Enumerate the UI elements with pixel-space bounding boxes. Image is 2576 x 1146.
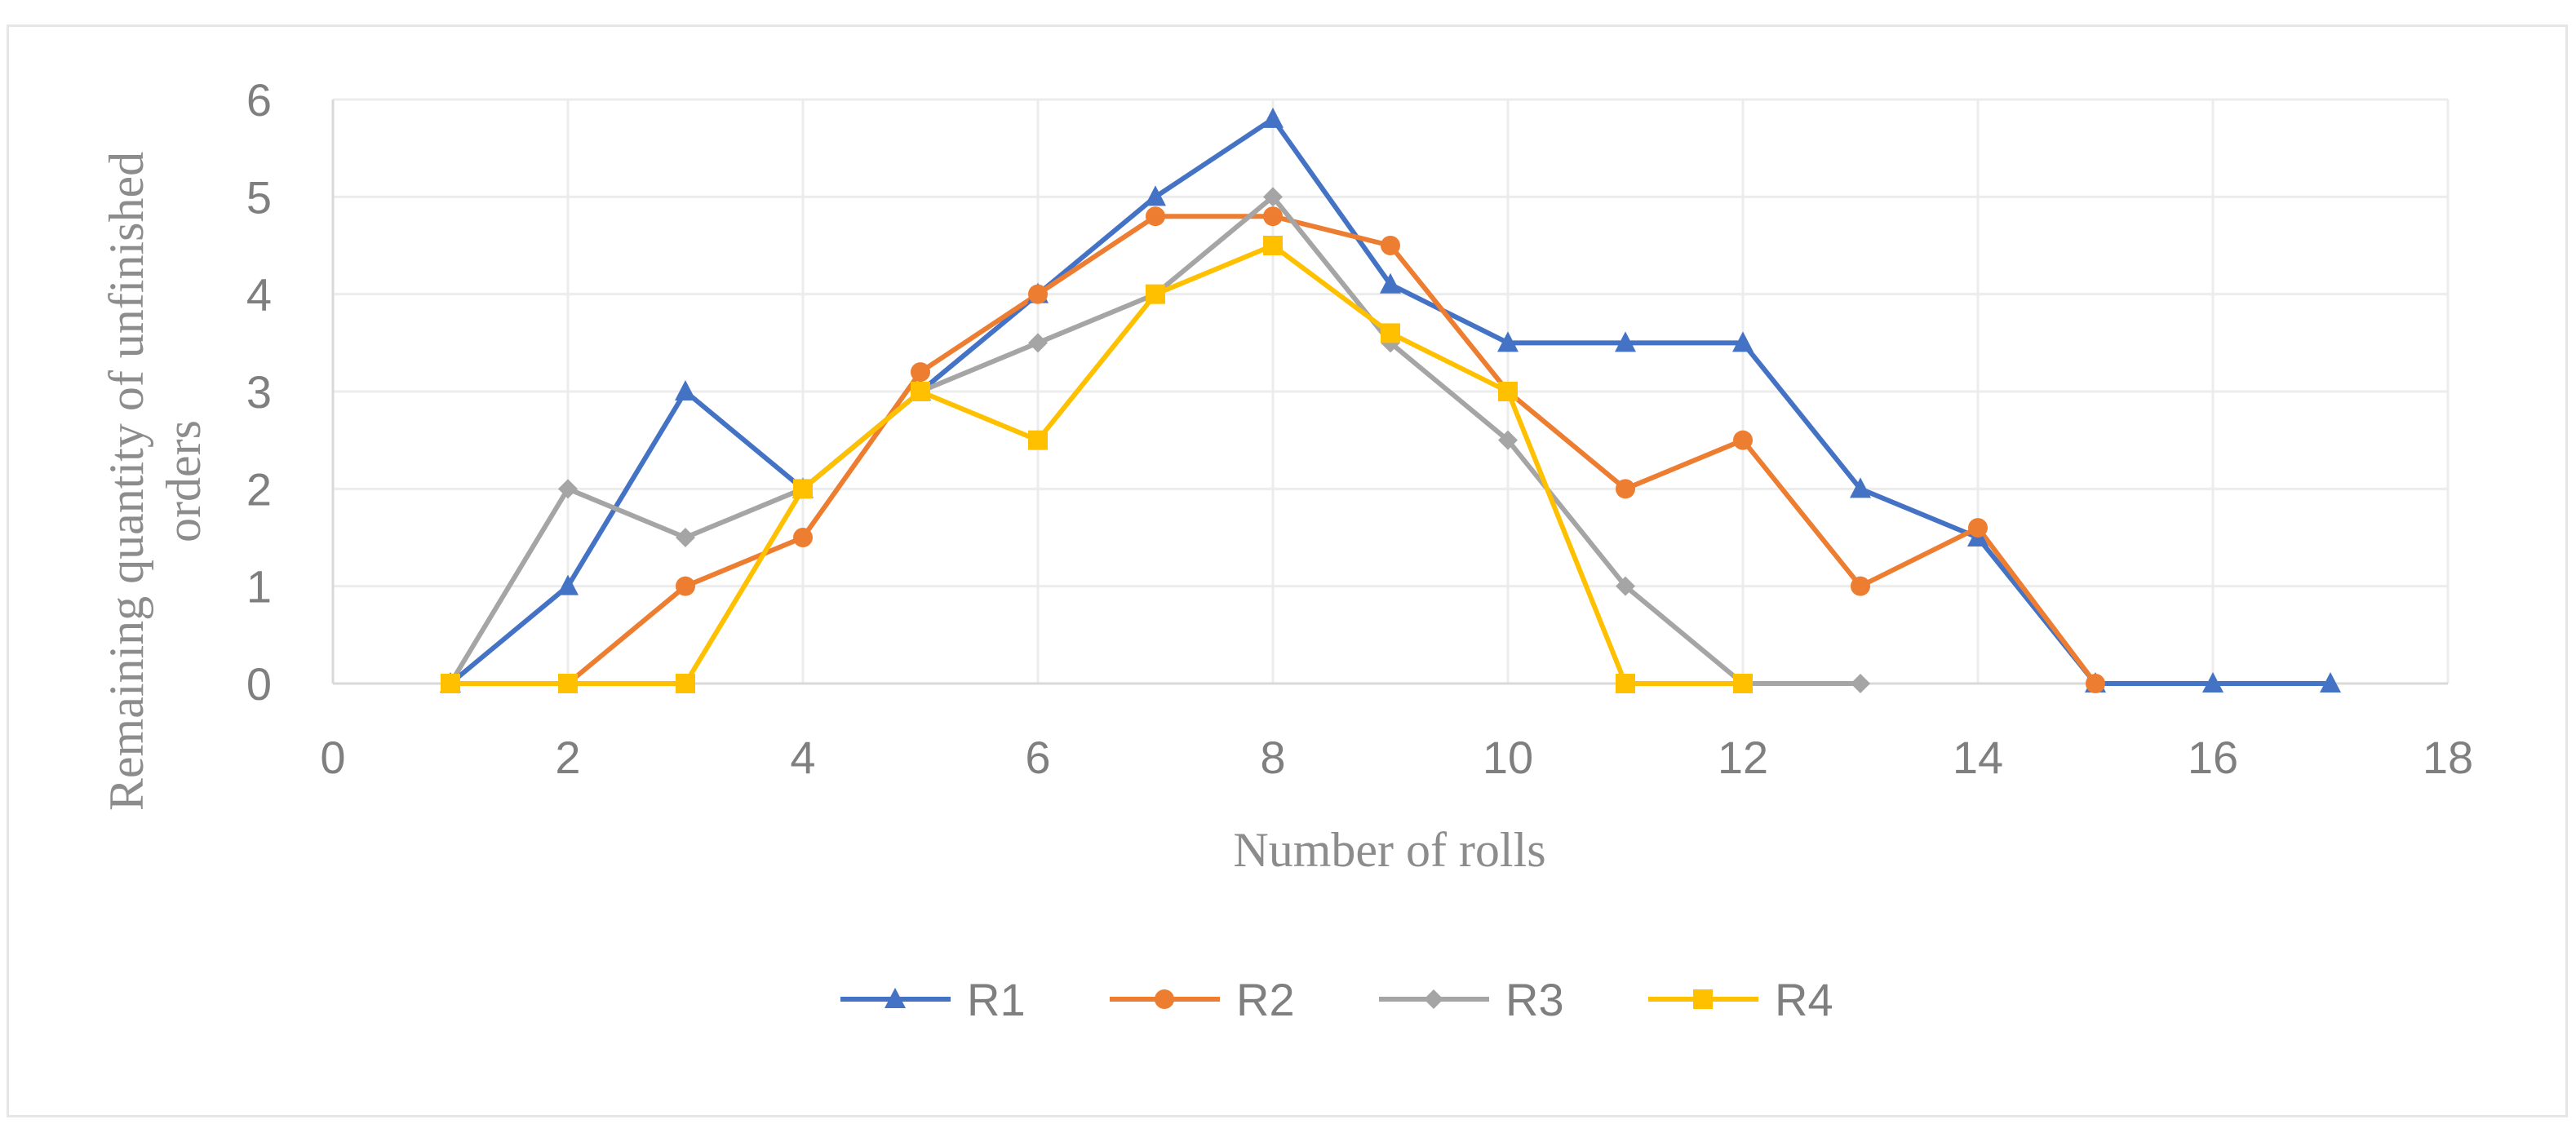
legend-marker-r4 bbox=[1693, 989, 1713, 1009]
data-point-r3 bbox=[676, 528, 695, 547]
data-point-r2 bbox=[1851, 576, 1870, 596]
data-point-r2 bbox=[1381, 236, 1400, 255]
data-point-r2 bbox=[1028, 284, 1048, 304]
x-tick-label: 8 bbox=[1260, 732, 1285, 783]
data-point-r4 bbox=[793, 479, 813, 499]
chart-frame bbox=[7, 24, 2568, 1117]
data-point-r4 bbox=[1146, 284, 1165, 304]
legend-marker-r2 bbox=[1155, 989, 1174, 1009]
data-point-r4 bbox=[676, 674, 695, 693]
y-tick-label: 6 bbox=[246, 74, 272, 126]
data-point-r1 bbox=[1380, 272, 1401, 294]
legend-label-r4: R4 bbox=[1775, 974, 1833, 1025]
data-point-r1 bbox=[2202, 672, 2224, 692]
y-axis-title-line-2: orders bbox=[157, 420, 211, 542]
data-point-r4 bbox=[1733, 674, 1753, 693]
series-lines bbox=[448, 116, 2330, 686]
data-point-r4 bbox=[441, 674, 460, 693]
data-point-r4 bbox=[911, 382, 930, 401]
x-tick-label: 6 bbox=[1025, 732, 1050, 783]
x-tick-label: 4 bbox=[790, 732, 815, 783]
legend-marker-r3 bbox=[1424, 989, 1443, 1009]
data-point-r3 bbox=[1498, 430, 1518, 450]
gridlines bbox=[333, 98, 2450, 684]
data-point-r1 bbox=[1497, 331, 1519, 352]
data-point-r2 bbox=[1146, 206, 1165, 227]
data-point-r4 bbox=[1028, 430, 1048, 450]
legend-label-r2: R2 bbox=[1236, 974, 1295, 1025]
data-point-r3 bbox=[558, 479, 578, 499]
legend-label-r1: R1 bbox=[967, 974, 1026, 1025]
data-point-r4 bbox=[1381, 323, 1400, 343]
data-point-r1 bbox=[557, 574, 579, 595]
y-tick-label: 5 bbox=[246, 171, 272, 223]
x-tick-label: 12 bbox=[1718, 732, 1768, 783]
data-point-r1 bbox=[1850, 477, 1871, 498]
data-point-r1 bbox=[1262, 107, 1284, 128]
data-point-r1 bbox=[1615, 331, 1636, 352]
legend-label-r3: R3 bbox=[1505, 974, 1564, 1025]
x-tick-label: 18 bbox=[2423, 732, 2473, 783]
data-point-r2 bbox=[1968, 518, 1988, 538]
data-point-r2 bbox=[1616, 479, 1635, 499]
data-point-r4 bbox=[1263, 236, 1283, 255]
y-tick-label: 4 bbox=[246, 269, 272, 321]
x-tick-label: 10 bbox=[1483, 732, 1533, 783]
data-point-r2 bbox=[676, 576, 695, 596]
data-point-r3 bbox=[1851, 674, 1870, 693]
x-tick-label: 2 bbox=[555, 732, 580, 783]
x-tick-label: 14 bbox=[1953, 732, 2003, 783]
x-tick-label: 16 bbox=[2188, 732, 2238, 783]
data-point-r4 bbox=[1498, 382, 1518, 401]
data-point-r2 bbox=[2086, 674, 2105, 693]
legend: R1 R2 R3 R4 bbox=[840, 974, 1833, 1025]
x-tick-label: 0 bbox=[320, 732, 345, 783]
y-tick-label: 1 bbox=[246, 561, 272, 613]
data-point-r2 bbox=[1263, 206, 1283, 227]
data-point-r4 bbox=[558, 674, 578, 693]
y-tick-label: 0 bbox=[246, 658, 272, 710]
data-point-r1 bbox=[1732, 331, 1754, 352]
y-tick-label: 3 bbox=[246, 366, 272, 418]
data-point-r2 bbox=[1733, 430, 1753, 450]
y-axis-title-line-1: Remaining quantity of unfinished bbox=[100, 152, 153, 811]
y-tick-label: 2 bbox=[246, 463, 272, 515]
x-axis-title: Number of rolls bbox=[1233, 823, 1545, 877]
data-point-r2 bbox=[793, 528, 813, 547]
data-point-r1 bbox=[675, 380, 696, 400]
data-point-r2 bbox=[911, 362, 930, 383]
series-markers bbox=[440, 107, 2341, 693]
series-line-r1 bbox=[449, 116, 2330, 686]
data-point-r4 bbox=[1616, 674, 1635, 693]
data-point-r3 bbox=[1263, 187, 1283, 207]
data-point-r1 bbox=[1145, 185, 1166, 206]
legend-marker-r1 bbox=[885, 988, 906, 1008]
y-axis-title: Remaining quantity of unfinished orders bbox=[100, 152, 211, 811]
data-point-r3 bbox=[1616, 576, 1635, 596]
series-line-r4 bbox=[450, 243, 1743, 686]
data-point-r3 bbox=[1028, 333, 1048, 353]
data-point-r1 bbox=[2320, 672, 2341, 692]
series-line-r3 bbox=[448, 194, 1860, 686]
